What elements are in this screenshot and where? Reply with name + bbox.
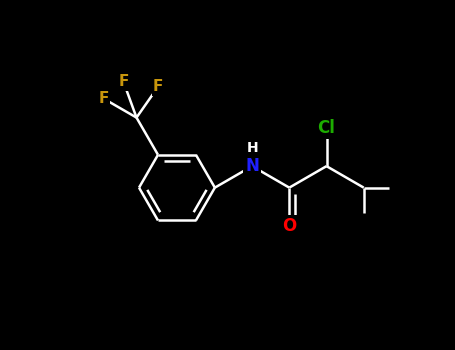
Text: F: F <box>153 79 163 94</box>
Text: F: F <box>118 75 129 90</box>
Text: Cl: Cl <box>318 119 335 137</box>
Text: N: N <box>245 157 259 175</box>
Text: O: O <box>282 217 296 235</box>
Text: F: F <box>98 91 109 106</box>
Text: H: H <box>246 141 258 155</box>
